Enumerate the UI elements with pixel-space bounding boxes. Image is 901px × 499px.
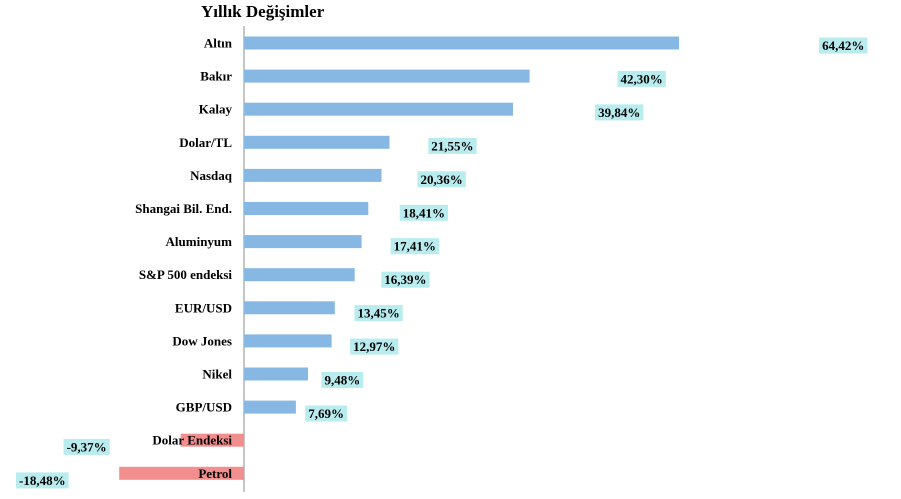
data-label-text-kalay: 39,84%: [598, 105, 640, 120]
category-label-nasdaq: Nasdaq: [190, 168, 233, 183]
data-label-eur-usd: 13,45%: [354, 305, 403, 322]
category-label-dolar-tl: Dolar/TL: [179, 135, 232, 150]
data-label-aluminyum: 17,41%: [390, 238, 439, 255]
bar-kalay: [244, 102, 513, 116]
category-label-eur-usd: EUR/USD: [175, 300, 232, 315]
bar-shangai-bil-end: [244, 202, 369, 215]
data-label-dolar-endeksi: -9,37%: [63, 438, 110, 455]
bar-petrol: [119, 466, 244, 480]
bar-bak-r: [244, 69, 530, 83]
category-labels: Altın Bakır Kalay Dolar/TL Nasdaq Shangai Bil…: [135, 36, 233, 481]
data-label-shangai-bil-end: 18,41%: [399, 204, 448, 221]
category-label-dolar-endeksi: Dolar Endeksi: [152, 433, 232, 448]
bar-dolar-tl: [244, 135, 390, 149]
bar-nasdaq: [244, 168, 382, 182]
value-labels: 64,42% 42,30% 39,84% 21,55% 20,36% 18,41% 17,4…: [16, 37, 868, 489]
data-label-text-aluminyum: 17,41%: [394, 239, 436, 254]
data-label-nikel: 9,48%: [321, 372, 364, 388]
data-label-dow-jones: 12,97%: [350, 338, 399, 355]
data-label-background-alt-n: [819, 37, 868, 54]
bar-aluminyum: [244, 235, 362, 249]
data-label-background-dow-jones: [350, 338, 399, 355]
data-label-background-gbp-usd: [305, 405, 347, 422]
category-label-gbp-usd: GBP/USD: [176, 400, 232, 415]
data-label-alt-n: 64,42%: [819, 37, 868, 54]
data-label-text-dolar-endeksi: -9,37%: [67, 439, 107, 454]
data-label-text-s-p-500-endeksi: 16,39%: [384, 272, 426, 287]
data-label-background-s-p-500-endeksi: [381, 271, 430, 288]
bar-eur-usd: [244, 301, 335, 315]
data-label-text-bak-r: 42,30%: [621, 71, 663, 86]
data-label-petrol: -18,48%: [16, 472, 69, 489]
data-label-text-alt-n: 64,42%: [822, 38, 864, 53]
bar-nikel: [244, 367, 308, 381]
data-label-background-dolar-endeksi: [63, 438, 110, 455]
category-label-kalay: Kalay: [199, 102, 233, 117]
data-label-s-p-500-endeksi: 16,39%: [381, 271, 430, 288]
category-label-s-p-500-endeksi: S&P 500 endeksi: [139, 267, 233, 282]
data-label-background-petrol: [16, 472, 69, 489]
data-label-background-eur-usd: [354, 305, 403, 322]
data-label-text-gbp-usd: 7,69%: [308, 406, 344, 421]
bar-gbp-usd: [244, 400, 296, 414]
data-label-bak-r: 42,30%: [617, 70, 666, 87]
data-label-dolar-tl: 21,55%: [428, 137, 477, 154]
data-label-background-shangai-bil-end: [399, 204, 448, 221]
data-label-gbp-usd: 7,69%: [305, 405, 347, 422]
data-label-kalay: 39,84%: [595, 104, 644, 121]
bars-layer: [119, 36, 679, 480]
data-label-text-petrol: -18,48%: [19, 473, 66, 488]
category-label-shangai-bil-end: Shangai Bil. End.: [135, 201, 232, 216]
category-label-aluminyum: Aluminyum: [166, 234, 233, 249]
bar-dow-jones: [244, 334, 332, 348]
data-label-text-eur-usd: 13,45%: [358, 306, 400, 321]
category-label-petrol: Petrol: [198, 466, 232, 481]
data-label-background-kalay: [595, 104, 644, 121]
data-label-text-nasdaq: 20,36%: [421, 172, 463, 187]
category-label-bak-r: Bakır: [200, 69, 232, 84]
data-label-text-dow-jones: 12,97%: [353, 339, 395, 354]
category-label-nikel: Nikel: [202, 367, 232, 382]
data-label-background-bak-r: [617, 70, 666, 87]
data-label-background-aluminyum: [390, 238, 439, 255]
data-label-background-dolar-tl: [428, 137, 477, 154]
data-label-background-nasdaq: [417, 171, 466, 188]
bar-alt-n: [244, 36, 679, 50]
data-label-text-shangai-bil-end: 18,41%: [403, 205, 445, 220]
bar-s-p-500-endeksi: [244, 268, 355, 282]
chart-title: Yıllık Değişimler: [201, 2, 325, 21]
category-label-dow-jones: Dow Jones: [172, 333, 232, 348]
data-label-nasdaq: 20,36%: [417, 171, 466, 188]
data-label-text-dolar-tl: 21,55%: [431, 138, 473, 153]
category-label-alt-n: Altın: [204, 36, 233, 51]
data-label-background-nikel: [321, 372, 364, 388]
bar-dolar-endeksi: [180, 433, 244, 447]
data-label-text-nikel: 9,48%: [325, 373, 361, 388]
